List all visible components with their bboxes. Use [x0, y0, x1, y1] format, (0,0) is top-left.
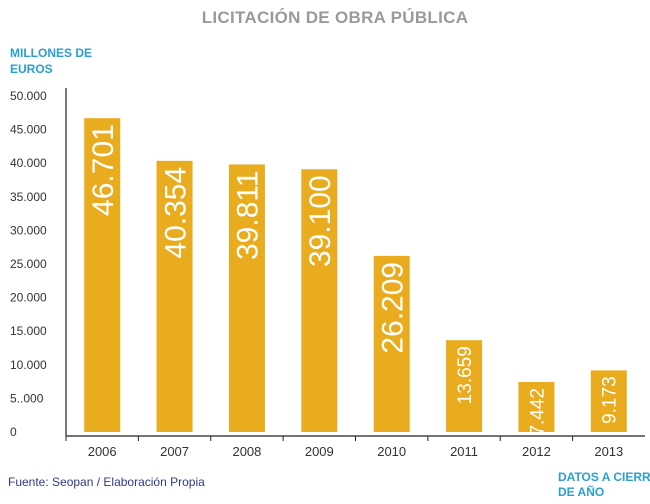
x-tick-label: 2006 [88, 444, 117, 459]
bar-value-label: 40.354 [159, 167, 192, 259]
source-note: Fuente: Seopan / Elaboración Propia [8, 475, 205, 489]
x-tick-label: 2011 [450, 444, 478, 459]
x-axis-note-line-1: DATOS A CIERRE [558, 470, 650, 484]
bar-2013 [590, 370, 627, 432]
bar-2008 [228, 164, 265, 432]
bars: 46.701 40.354 39.811 39.100 26.209 13.659 7.44… [84, 118, 627, 436]
x-axis: 2006 2007 2008 2009 2010 2011 2012 2013 [65, 88, 645, 459]
y-tick-label: 20.000 [10, 291, 47, 305]
x-tick-label: 2012 [522, 444, 551, 459]
y-tick-label: 40.000 [10, 156, 47, 170]
x-axis-note-line-2: DE AÑO [558, 484, 604, 499]
x-tick-label: 2008 [232, 444, 261, 459]
y-tick-label: 0 [10, 425, 17, 439]
bar-value-label: 7.442 [527, 388, 548, 436]
y-tick-label: 25.000 [10, 257, 47, 271]
y-axis-label-line-1: MILLONES DE [10, 46, 92, 60]
x-tick-label: 2007 [160, 444, 189, 459]
bar-value-label: 26.209 [376, 262, 409, 354]
bar-2012 [518, 381, 555, 432]
x-tick-label: 2010 [377, 444, 406, 459]
chart-title: LICITACIÓN DE OBRA PÚBLICA [202, 8, 469, 27]
bar-2006 [84, 118, 121, 432]
x-tick-label: 2013 [594, 444, 623, 459]
y-axis-label-line-2: EUROS [10, 62, 53, 76]
y-tick-label: 15.000 [10, 324, 47, 338]
y-tick-label: 10.000 [10, 358, 47, 372]
x-tick-label: 2009 [305, 444, 334, 459]
bar-2009 [301, 169, 338, 433]
y-tick-label: 35.000 [10, 190, 47, 204]
y-axis-ticks: 0 5..000 10.000 15.000 20.000 25.000 30.000 35.… [10, 89, 47, 439]
bar-value-label: 46.701 [87, 124, 120, 216]
y-tick-label: 30.000 [10, 223, 47, 237]
bar-value-label: 13.659 [455, 346, 476, 404]
bar-value-label: 9.173 [600, 376, 621, 424]
bar-value-label: 39.100 [304, 175, 337, 267]
bar-2010 [373, 255, 410, 432]
y-tick-label: 5..000 [10, 391, 44, 405]
bar-value-label: 39.811 [232, 170, 265, 260]
y-tick-label: 50.000 [10, 89, 47, 103]
bar-2011 [446, 340, 483, 432]
y-tick-label: 45.000 [10, 123, 47, 137]
bar-2007 [156, 160, 193, 433]
